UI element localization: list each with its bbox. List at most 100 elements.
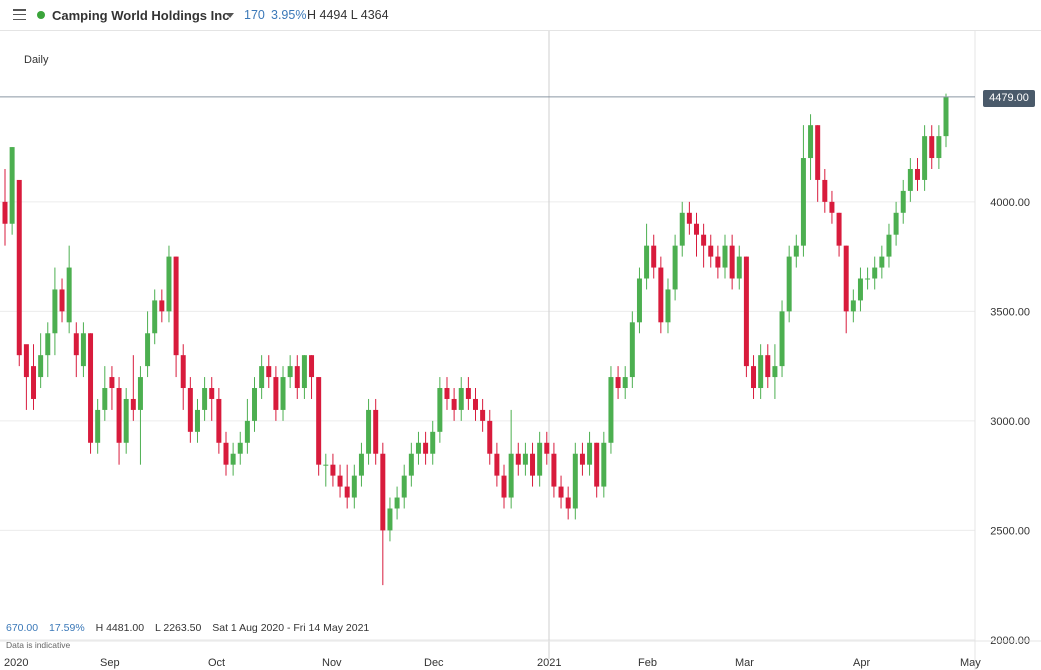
market-status-dot	[37, 11, 45, 19]
candle-body	[173, 256, 179, 356]
candle-body	[772, 366, 778, 378]
candle-body	[116, 388, 122, 443]
candle-body	[59, 289, 65, 312]
candle-body	[394, 497, 400, 509]
candle-body	[88, 333, 94, 443]
x-tick-label: May	[960, 657, 981, 669]
candle-body	[180, 355, 186, 389]
candle-body	[45, 333, 51, 356]
candle-body	[109, 377, 115, 389]
x-tick-label: Mar	[735, 657, 754, 669]
candle-body	[644, 245, 650, 279]
candle-body	[679, 212, 685, 246]
candle-body	[565, 497, 571, 509]
period-low: L 2263.50	[154, 622, 202, 634]
candle-body	[815, 125, 821, 180]
candle-body	[879, 256, 885, 268]
y-tick-label: 3000.00	[990, 416, 1030, 428]
x-tick-label: Dec	[424, 657, 444, 669]
candle-body	[252, 388, 258, 421]
candle-body	[380, 453, 386, 531]
candle-body	[473, 398, 478, 410]
candle-body	[544, 442, 550, 454]
candle-body	[145, 333, 151, 367]
x-tick-label: Apr	[853, 657, 870, 669]
candle-body	[943, 96, 949, 137]
x-tick-label: 2021	[537, 657, 561, 669]
x-tick-label: Feb	[638, 657, 657, 669]
indicative-note: Data is indicative	[6, 640, 71, 650]
candle-body	[929, 136, 935, 159]
candle-body	[415, 442, 421, 454]
y-tick-label: 4000.00	[990, 197, 1030, 209]
candle-body	[23, 344, 29, 378]
candle-body	[230, 453, 236, 465]
candle-body	[594, 442, 600, 487]
candle-body	[209, 388, 215, 399]
x-tick-label: Oct	[208, 657, 225, 669]
candle-body	[558, 486, 564, 498]
candle-body	[330, 464, 336, 476]
candle-body	[800, 158, 806, 246]
candle-body	[914, 168, 920, 180]
candle-body	[323, 464, 329, 466]
candle-body	[615, 377, 621, 389]
candle-body	[936, 136, 942, 159]
candle-body	[622, 377, 628, 389]
candle-body	[872, 267, 878, 279]
summary-stats: 670.00 17.59% H 4481.00 L 2263.50 Sat 1 …	[6, 622, 377, 634]
candle-body	[587, 442, 593, 465]
candle-body	[16, 179, 22, 356]
candle-body	[729, 245, 735, 279]
candle-body	[629, 322, 635, 378]
y-tick-label: 2500.00	[990, 525, 1030, 537]
interval-selector[interactable]: Daily	[24, 54, 49, 66]
candle-body	[366, 409, 372, 454]
candle-body	[480, 409, 486, 421]
candle-body	[886, 234, 892, 257]
candle-body	[458, 388, 464, 410]
candle-body	[579, 453, 585, 465]
candle-body	[494, 453, 500, 476]
candle-body	[822, 179, 828, 202]
candle-body	[152, 300, 158, 334]
candle-body	[223, 442, 229, 465]
hamburger-menu-icon[interactable]	[13, 9, 26, 21]
candle-body	[765, 355, 771, 378]
candle-body	[38, 355, 44, 378]
candle-body	[465, 388, 471, 399]
candle-body	[537, 442, 543, 476]
candle-body	[508, 453, 514, 498]
candle-body	[758, 355, 764, 389]
candle-body	[102, 388, 108, 410]
candle-body	[166, 256, 172, 312]
chevron-down-icon[interactable]	[226, 13, 234, 18]
candle-body	[130, 398, 136, 410]
y-tick-label: 3500.00	[990, 306, 1030, 318]
candle-body	[430, 431, 436, 454]
candle-body	[922, 136, 928, 180]
candle-body	[423, 442, 429, 454]
high-low-readout: H 4494 L 4364	[307, 8, 389, 22]
candle-body	[387, 508, 393, 531]
x-tick-label: Sep	[100, 657, 120, 669]
candle-body	[665, 289, 671, 323]
candle-body	[309, 355, 315, 378]
candle-body	[273, 377, 279, 410]
candle-body	[444, 388, 450, 399]
candle-body	[237, 442, 243, 454]
candle-body	[501, 475, 507, 498]
candle-body	[722, 245, 728, 268]
candle-body	[80, 333, 86, 367]
candle-body	[66, 267, 72, 323]
candle-body	[779, 311, 785, 367]
candle-body	[52, 289, 58, 334]
candle-body	[736, 256, 742, 279]
candle-body	[244, 420, 250, 443]
candle-body	[715, 256, 721, 268]
candle-body	[344, 486, 350, 498]
candle-body	[850, 300, 856, 312]
instrument-name[interactable]: Camping World Holdings Inc	[52, 8, 230, 23]
candle-body	[280, 377, 286, 410]
